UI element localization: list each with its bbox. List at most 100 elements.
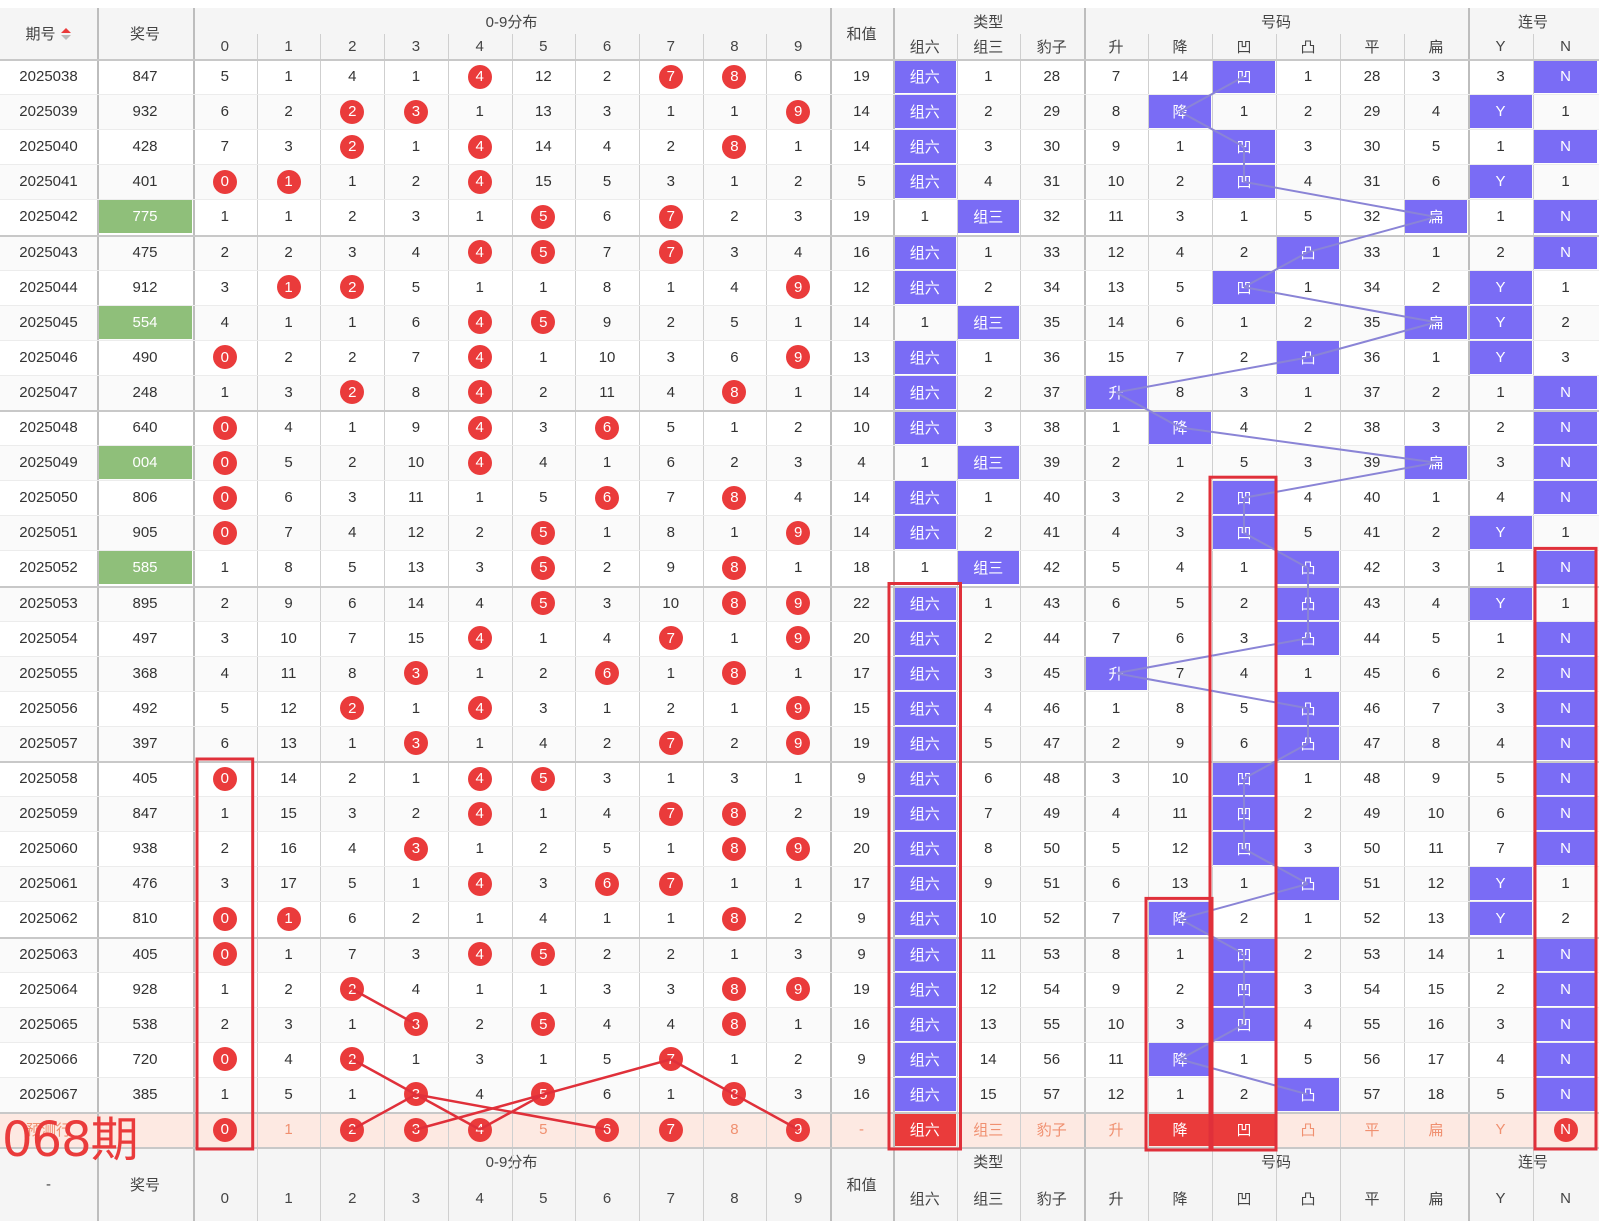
code-miss-count: 8	[1111, 945, 1121, 963]
type-miss-count: 13	[979, 1015, 997, 1033]
row-divider	[0, 304, 1599, 306]
code-miss-count: 41	[1363, 524, 1381, 542]
sort-icon[interactable]	[60, 27, 72, 41]
type-hit: 组六	[894, 972, 956, 1006]
digit-hit-8: 8	[703, 586, 767, 621]
code-miss-count: 10	[1107, 173, 1125, 191]
streak-hit: Y	[1469, 586, 1532, 620]
sort-issue-header[interactable]: 期号	[0, 8, 97, 59]
digit-miss-count: 2	[411, 805, 421, 823]
footer-divider	[0, 1147, 1599, 1149]
prediction-type-option[interactable]: 豹子	[1036, 1122, 1067, 1139]
prediction-streak-selected[interactable]: N	[1533, 1112, 1598, 1147]
row-divider	[0, 480, 1599, 482]
ball-mark: 9	[786, 626, 811, 651]
prediction-connector	[670, 1058, 736, 1096]
ball-mark: 2	[340, 134, 365, 159]
digit-miss-count: 1	[348, 1085, 357, 1103]
digit-miss-count: 12	[407, 524, 425, 542]
type-miss-count: 11	[980, 945, 997, 963]
streak-hit: N	[1534, 972, 1597, 1006]
digit-hit-9: 9	[766, 972, 830, 1007]
digit-miss-count: 2	[793, 805, 803, 823]
digit-miss-count: 3	[666, 348, 675, 366]
award-number: 492	[132, 699, 158, 717]
type-miss-count: 38	[1043, 419, 1061, 437]
digit-miss-count: 11	[599, 383, 615, 401]
digit-divider	[320, 34, 322, 1221]
prediction-digit-8[interactable]: 8	[730, 1121, 739, 1138]
digit-hit-6: 6	[575, 410, 639, 445]
award-number: 538	[132, 1015, 158, 1033]
type-miss-count: 37	[1043, 383, 1061, 401]
footer-streak: 连号	[1517, 1153, 1548, 1171]
ball-mark: 4	[467, 345, 492, 370]
digit-miss-count: 1	[220, 559, 230, 577]
prediction-code-option[interactable]: 平	[1364, 1122, 1380, 1139]
ball-mark: 1	[276, 275, 301, 300]
award-number: 405	[132, 770, 158, 788]
digit-hit-8: 8	[703, 656, 767, 691]
code-miss-count: 53	[1363, 945, 1381, 963]
digit-hit-8: 8	[703, 831, 767, 866]
digit-miss-count: 5	[666, 419, 675, 437]
footer-streak-col: Y	[1495, 1189, 1506, 1207]
prediction-digit-5[interactable]: 5	[539, 1121, 548, 1138]
ball-mark: 9	[786, 520, 811, 545]
type-miss-count: 6	[984, 770, 993, 788]
code-miss-count: 4	[1303, 173, 1313, 191]
issue-header-label: 期号	[25, 26, 56, 43]
streak-miss-count: 1	[1496, 138, 1505, 156]
ball-mark: 1	[276, 906, 301, 931]
sum-value: 19	[853, 980, 870, 998]
issue-number: 2025038	[19, 68, 78, 86]
digit-miss-count: 1	[475, 664, 484, 682]
award-header: 奖号	[129, 26, 160, 43]
digit-miss-count: 5	[348, 875, 357, 893]
digit-miss-count: 4	[348, 524, 357, 542]
type-divider	[956, 34, 958, 1221]
prediction-code-option[interactable]: 凸	[1300, 1122, 1316, 1139]
code-miss-count: 5	[1431, 629, 1441, 647]
prediction-ball-3[interactable]: 3	[384, 1112, 448, 1147]
award-number: 004	[98, 446, 192, 480]
prediction-type-selected[interactable]: 组六	[894, 1113, 956, 1146]
digit-miss-count: 3	[284, 383, 293, 401]
prediction-streak-option[interactable]: Y	[1495, 1121, 1506, 1138]
digit-miss-count: 17	[280, 875, 297, 893]
digit-miss-count: 1	[539, 278, 548, 296]
digit-hit-0: 0	[193, 164, 257, 199]
award-number: 847	[132, 68, 158, 86]
digit-miss-count: 2	[730, 454, 739, 472]
ball-mark: 5	[531, 942, 556, 967]
digit-miss-count: 1	[793, 1015, 803, 1033]
type-col-header: 组六	[909, 39, 940, 56]
award-number: 475	[132, 243, 158, 261]
ball-mark: 2	[340, 99, 365, 124]
prediction-code-selected[interactable]: 降	[1149, 1113, 1211, 1146]
streak-miss-count: 1	[1561, 173, 1570, 191]
prediction-code-option[interactable]: 扁	[1428, 1122, 1444, 1139]
prediction-ball-2[interactable]: 2	[320, 1112, 384, 1147]
issue-number: 2025066	[19, 1050, 78, 1068]
prediction-code-option[interactable]: 升	[1108, 1122, 1124, 1139]
streak-miss-count: 3	[1561, 348, 1570, 366]
prediction-ball-7[interactable]: 7	[639, 1112, 703, 1147]
type-miss-count: 1	[920, 313, 929, 331]
digit-miss-count: 1	[730, 524, 739, 542]
issue-number: 2025059	[19, 805, 78, 823]
ball-mark: 9	[786, 977, 811, 1002]
code-miss-count: 12	[1427, 875, 1445, 893]
sum-value: 12	[853, 278, 870, 296]
ball-mark: 9	[786, 275, 811, 300]
digit-header-4: 4	[475, 38, 484, 55]
prediction-ball-0[interactable]: 0	[193, 1112, 257, 1147]
digit-miss-count: 2	[730, 208, 739, 226]
row-divider	[0, 831, 1599, 833]
prediction-type-option[interactable]: 组三	[973, 1122, 1004, 1139]
prediction-code-selected[interactable]: 凹	[1213, 1113, 1275, 1146]
prediction-digit-1[interactable]: 1	[284, 1121, 293, 1138]
row-divider	[0, 761, 1599, 763]
code-trend-line	[1243, 251, 1309, 289]
ball-mark: 8	[722, 591, 747, 616]
